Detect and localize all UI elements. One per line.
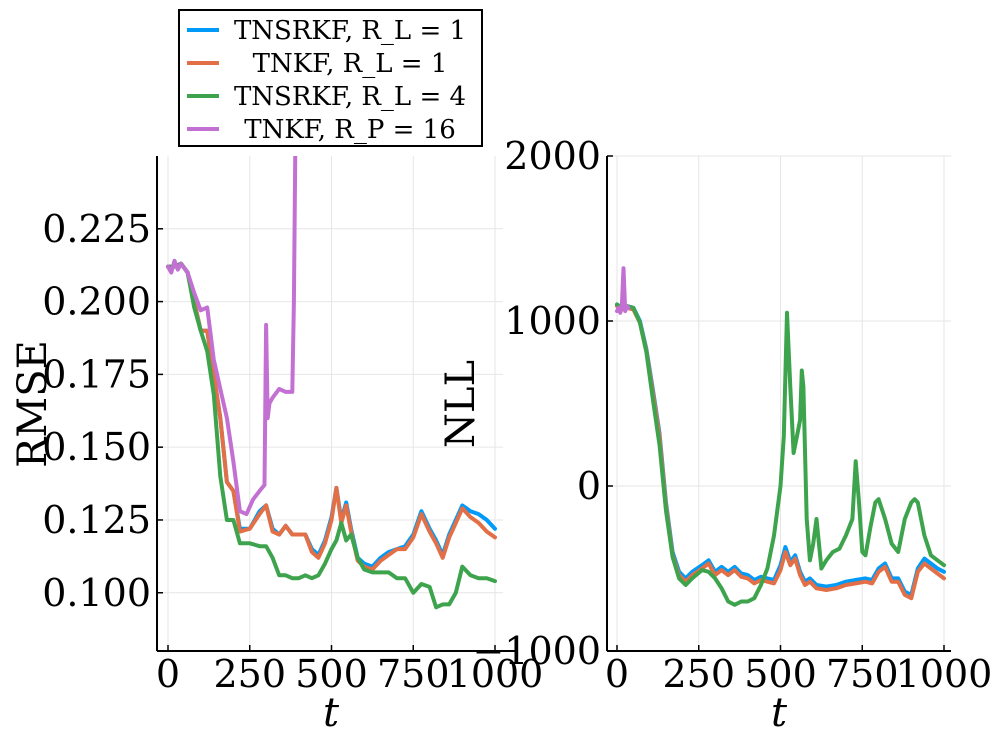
nll-x-tick-label-3: 750 bbox=[826, 652, 899, 696]
nll-series-3-line bbox=[615, 266, 631, 315]
rmse-y-tick-label-1: 0.125 bbox=[42, 498, 151, 542]
rmse-y-tick-label-2: 0.150 bbox=[42, 425, 151, 469]
nll-x-tick-label-0: 0 bbox=[605, 652, 629, 696]
rmse-series-1-line bbox=[166, 261, 497, 572]
legend-label-0: TNSRKF, R_L = 1 bbox=[234, 16, 466, 46]
legend-label-1: TNKF, R_L = 1 bbox=[253, 49, 448, 79]
rmse-series-2-line bbox=[166, 261, 497, 610]
rmse-x-tick-label-0: 0 bbox=[156, 652, 180, 696]
legend-label-3: TNKF, R_P = 16 bbox=[244, 115, 456, 145]
rmse-x-axis-title: t bbox=[323, 690, 340, 736]
rmse-x-tick-label-1: 250 bbox=[213, 652, 286, 696]
rmse-series-3-line bbox=[166, 156, 298, 517]
rmse-axis-title: RMSE bbox=[10, 340, 56, 468]
rmse-series-group bbox=[166, 156, 497, 610]
nll-x-tick-label-4: 1000 bbox=[896, 652, 993, 696]
nll-series-group bbox=[615, 266, 946, 607]
legend-box bbox=[178, 9, 483, 147]
rmse-x-tick-label-2: 500 bbox=[295, 652, 368, 696]
rmse-y-tick-label-3: 0.175 bbox=[42, 352, 151, 396]
rmse-y-tick-label-0: 0.100 bbox=[42, 571, 151, 615]
nll-y-tick-label-0: −1000 bbox=[472, 629, 601, 673]
nll-x-tick-label-1: 250 bbox=[662, 652, 735, 696]
rmse-x-tick-label-3: 750 bbox=[377, 652, 450, 696]
rmse-y-tick-label-5: 0.225 bbox=[42, 207, 151, 251]
nll-x-tick-label-2: 500 bbox=[744, 652, 817, 696]
nll-axis-title: NLL bbox=[438, 360, 484, 448]
nll-y-tick-label-1: 0 bbox=[577, 464, 601, 508]
nll-series-2-line bbox=[615, 302, 946, 607]
legend-label-2: TNSRKF, R_L = 4 bbox=[234, 82, 466, 112]
rmse-x-tick-label-4: 1000 bbox=[447, 652, 544, 696]
nll-y-tick-label-2: 1000 bbox=[504, 299, 601, 343]
rmse-y-tick-label-4: 0.200 bbox=[42, 280, 151, 324]
nll-x-axis-title: t bbox=[771, 690, 788, 736]
nll-y-tick-label-3: 2000 bbox=[504, 134, 601, 178]
